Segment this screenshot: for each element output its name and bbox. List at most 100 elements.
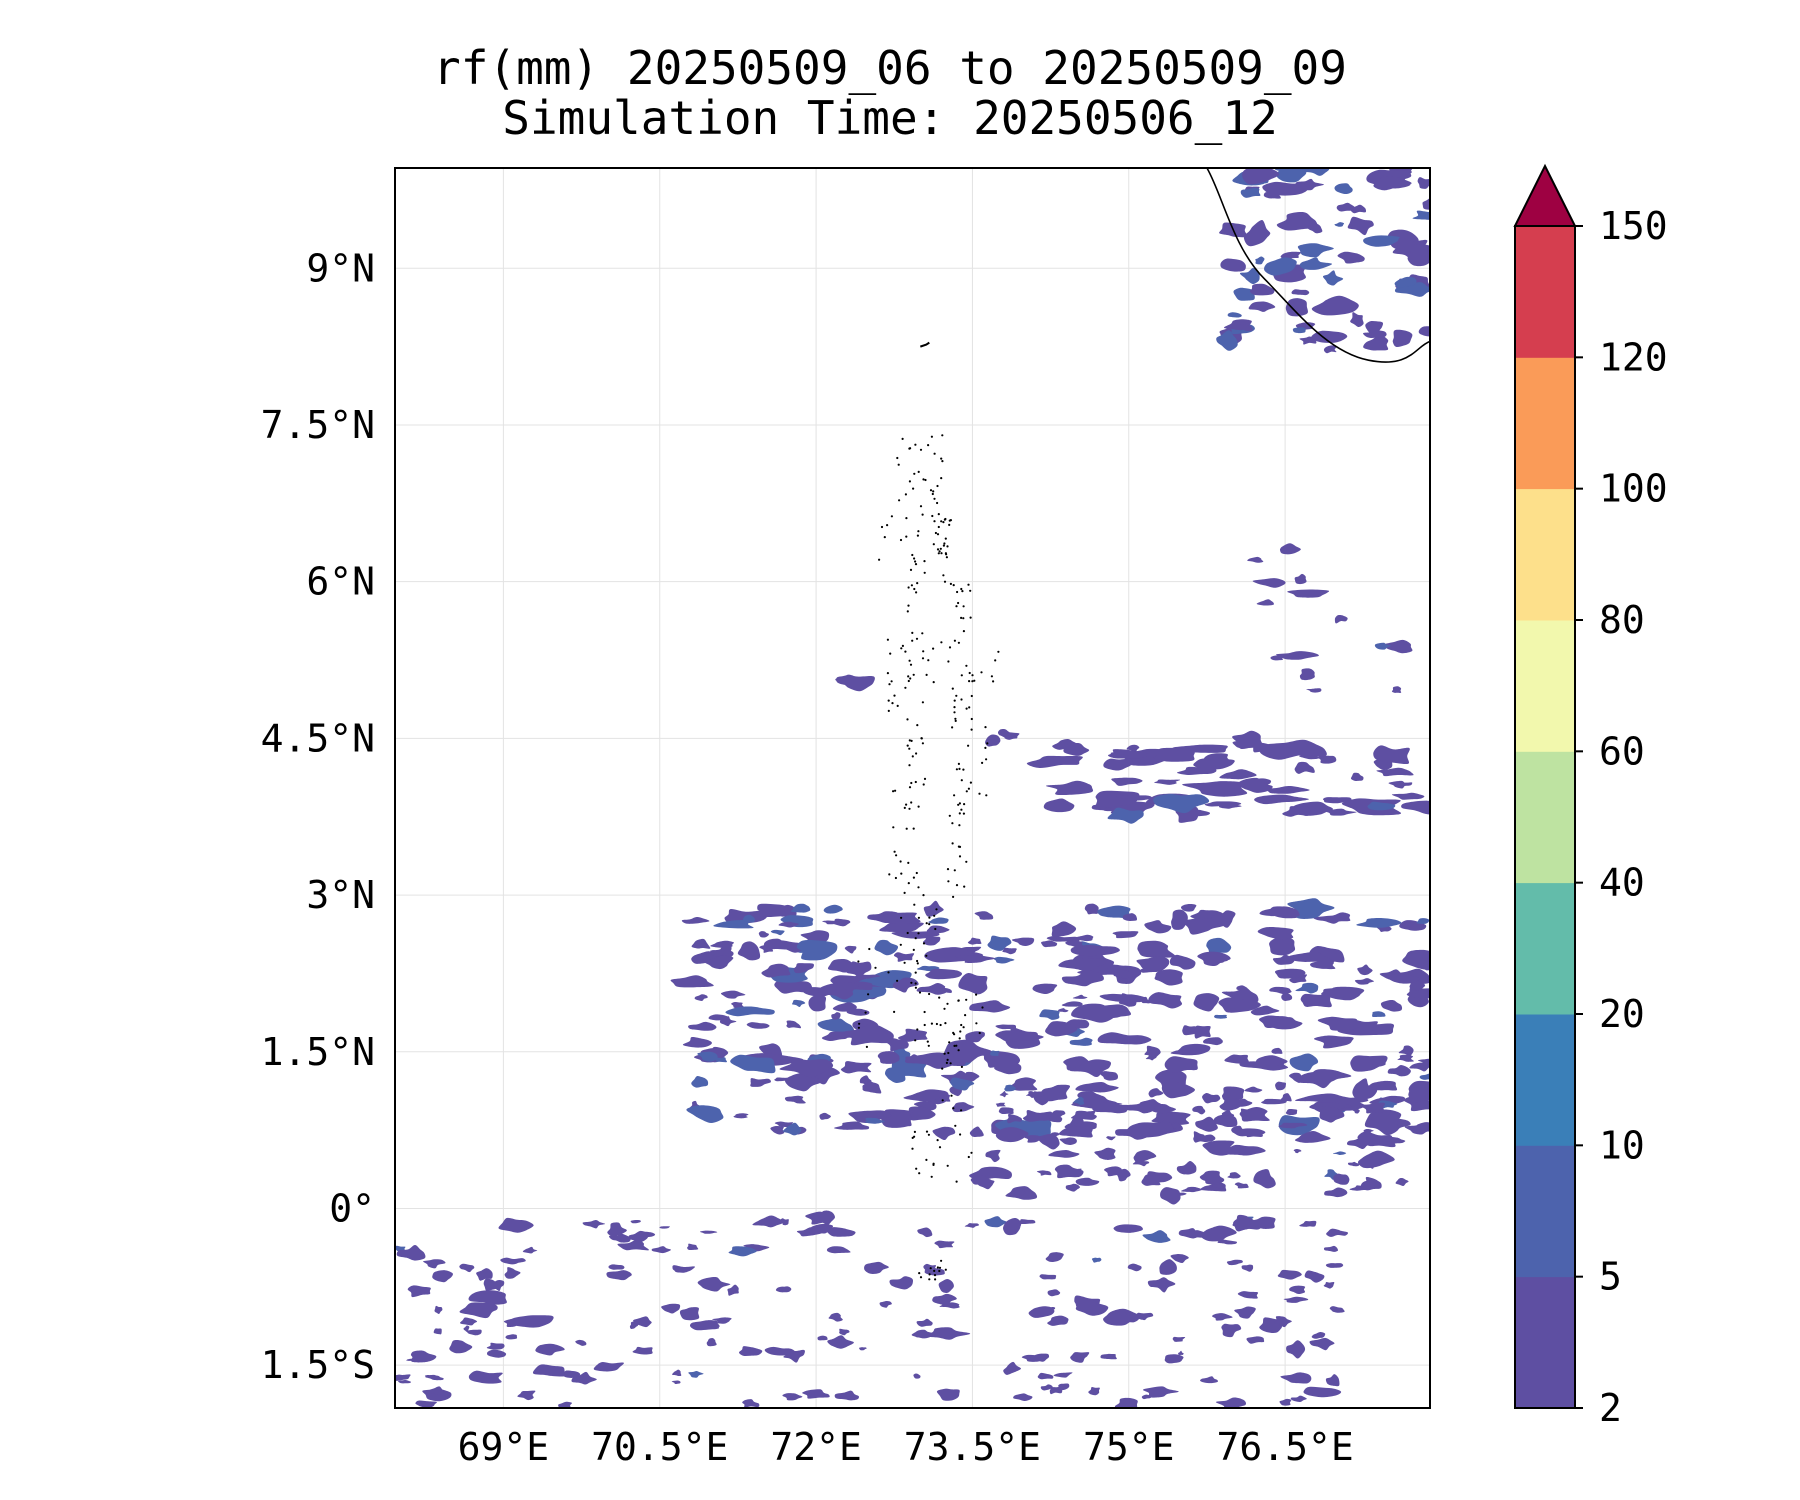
maldives-atoll-dot [906,610,909,613]
rain-cell [1392,329,1413,348]
maldives-atoll-dot [907,604,910,607]
maldives-atoll-dot [919,505,923,508]
rain-cell [1220,258,1246,272]
rain-cell [1295,982,1319,994]
maldives-atoll-dot [951,726,954,729]
maldives-atoll-dot [913,903,916,906]
rain-cell [708,1014,730,1021]
rain-cell [1333,1173,1350,1185]
rain-cell [1243,219,1271,247]
rain-cell [1104,1166,1123,1177]
maldives-atoll-dot [958,824,961,827]
maldives-atoll-dot [952,1107,955,1110]
rain-cell [903,1089,949,1102]
maldives-atoll-dot [936,1139,939,1142]
rain-cell [746,1022,770,1029]
maldives-atoll-dot [936,533,940,536]
rain-cell [839,1328,850,1336]
map-plot-area [395,167,1431,1408]
rain-cell [699,1230,718,1234]
maldives-atoll-dot [940,457,943,460]
rain-cell [843,1023,894,1046]
maldives-atoll-dot [944,1022,947,1025]
colorbar-segment [1515,488,1575,621]
rain-cell [984,1216,1007,1228]
maldives-atoll-dot [928,1273,931,1276]
maldives-atoll-dot [932,490,935,493]
rain-cell [1180,904,1197,912]
rain-cell [1164,1056,1198,1073]
rain-cell [928,917,949,924]
rain-cell [786,1020,802,1029]
maldives-atoll-dot [933,497,936,500]
rain-cell [819,1112,831,1120]
maldives-atoll-dot [922,894,925,897]
rain-cell [1084,903,1099,915]
rain-cell [1004,732,1020,740]
rain-cell [1070,1352,1090,1363]
rain-cell [1112,931,1139,939]
rain-cell [757,903,786,918]
rain-cell [1153,747,1195,762]
rain-cell [1007,1114,1023,1124]
maldives-atoll-dot [980,671,983,674]
rain-cell [1075,1177,1100,1186]
rain-cell [940,1241,947,1245]
rain-cell [1039,1274,1057,1280]
rain-cell [1310,1069,1352,1083]
rain-cell [998,1107,1014,1115]
rain-cell [1334,183,1353,195]
rain-cell [712,1317,732,1324]
rain-cell [1219,1097,1242,1111]
rain-cell [1352,1019,1378,1032]
rain-cell [1254,794,1310,805]
rain-cell [1065,940,1083,948]
rain-cell [926,925,950,934]
rain-cell [1299,1220,1317,1227]
rain-cell [1409,1062,1430,1072]
rain-cell [1069,1037,1093,1046]
maldives-atoll-dot [955,768,959,771]
maldives-atoll-dot [986,742,989,745]
rain-cell [834,1390,859,1401]
rain-cell [1310,960,1336,970]
rain-cell [1127,1263,1142,1272]
colorbar-segment [1515,1145,1575,1278]
rain-cell [1160,1187,1181,1205]
rain-cell [1114,1397,1138,1408]
rain-cell [1218,802,1242,809]
rain-cell [672,1369,682,1377]
lon-tick-label: 72°E [770,1425,862,1469]
rain-cell [1058,1383,1070,1391]
maldives-atoll-dot [967,787,971,790]
maldives-atoll-dot [886,672,890,675]
rain-cell [1071,1110,1097,1120]
rain-cell [1107,749,1150,759]
maldives-atoll-dot [969,589,972,592]
maldives-atoll-dot [981,761,984,765]
rain-cell [1354,978,1374,985]
rain-cell [1299,257,1333,270]
maldives-atoll-dot [886,638,890,641]
rain-cell [1387,1064,1411,1077]
rain-cell [1252,578,1286,588]
rain-cell [1161,1079,1196,1099]
rain-cell [1115,1126,1151,1140]
rain-cell [486,1342,505,1350]
rain-cell [476,1268,493,1281]
rain-cell [1182,781,1248,797]
maldives-atoll-dot [975,1022,978,1025]
rain-cell [691,951,726,964]
rain-cell [1037,1372,1054,1380]
maldives-atoll-dot [932,543,935,546]
rain-cell [1067,1168,1082,1177]
rain-cell [1304,1270,1325,1283]
maldives-atoll-dot [957,845,961,848]
maldives-atoll-dot [941,1099,944,1102]
rain-cell [1324,1187,1348,1198]
lat-tick-label: 4.5°N [261,716,375,760]
maldives-atoll-dot [935,1022,939,1026]
maldives-atoll-dot [969,781,973,784]
rain-cell [904,1052,963,1069]
maldives-atoll-dot [954,719,957,723]
